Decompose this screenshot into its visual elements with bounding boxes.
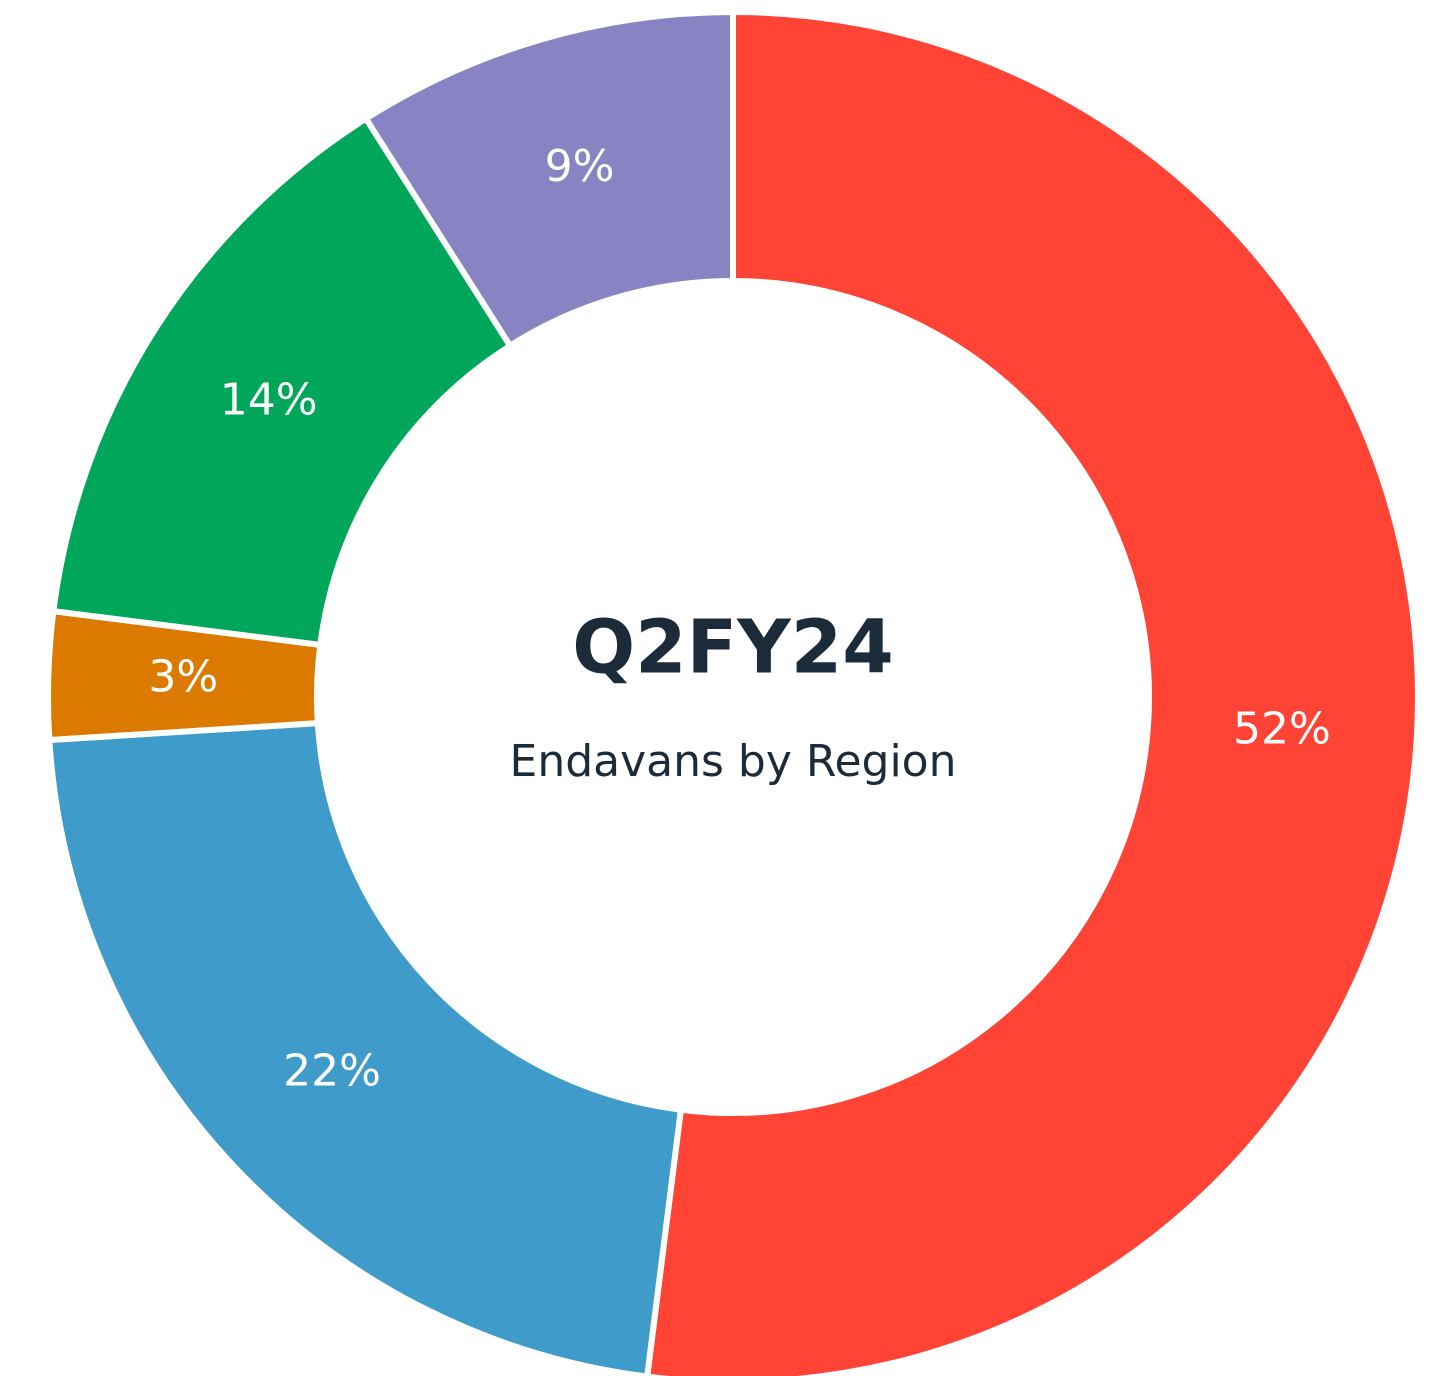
slices: 52% 22% 3% 14% 9%: [45, 8, 1421, 1376]
slice: [361, 8, 736, 350]
slice-label: 14%: [220, 374, 318, 425]
chart-subtitle: Endavans by Region: [510, 736, 957, 787]
slice: [644, 8, 1421, 1376]
slice: [50, 114, 515, 649]
chart-title: Q2FY24: [572, 605, 894, 691]
slice-label: 3%: [148, 652, 218, 703]
slice-label: 22%: [283, 1046, 381, 1097]
slice: [46, 719, 685, 1376]
slice-label: 9%: [545, 141, 615, 192]
slice-label: 52%: [1233, 704, 1331, 755]
